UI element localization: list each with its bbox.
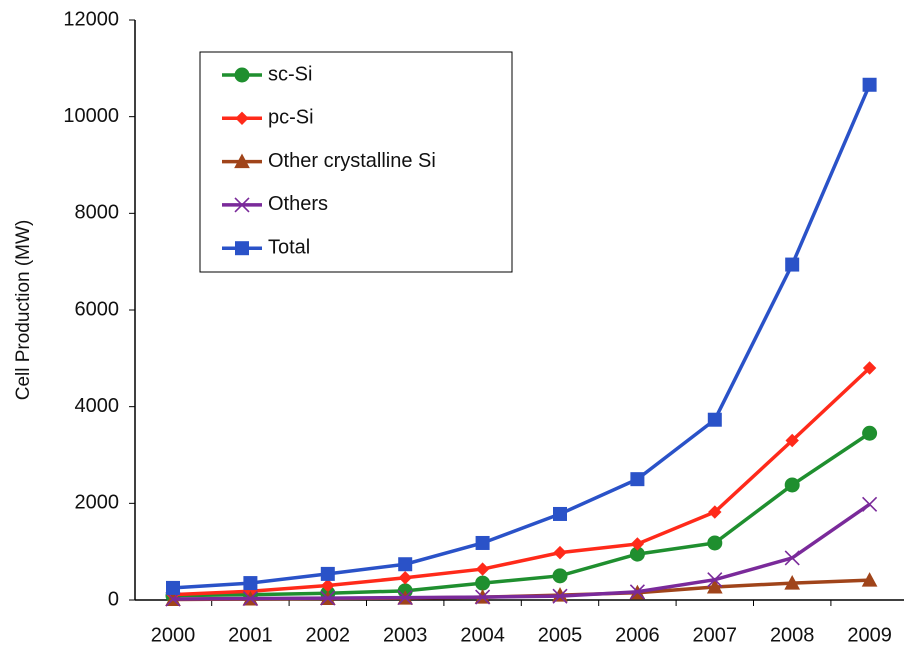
point	[862, 361, 877, 375]
point	[784, 575, 801, 590]
point	[630, 472, 645, 487]
x-tick-label: 2002	[306, 624, 351, 646]
point	[475, 562, 490, 576]
point	[475, 589, 491, 605]
legend-label: pc-Si	[268, 107, 314, 129]
point	[475, 535, 490, 550]
series-line	[172, 431, 871, 598]
y-tick-label: 8000	[75, 202, 120, 224]
point	[630, 537, 645, 551]
y-tick-label: 4000	[75, 395, 120, 417]
point	[707, 412, 722, 427]
legend-marker	[234, 197, 250, 213]
y-tick-label: 2000	[75, 492, 120, 514]
y-axis-label: Cell Production (MW)	[13, 220, 34, 401]
point	[242, 590, 258, 607]
point	[553, 506, 567, 521]
x-tick-label: 2001	[228, 624, 273, 646]
point	[552, 568, 568, 584]
point	[552, 588, 568, 604]
point	[861, 572, 878, 587]
point	[785, 257, 800, 272]
y-tick-label: 12000	[63, 8, 119, 30]
x-tick-label: 2009	[847, 624, 892, 646]
point	[243, 576, 258, 591]
legend-marker	[234, 67, 250, 83]
legend-label: Other crystalline Si	[268, 150, 436, 172]
point	[398, 571, 412, 585]
point	[707, 535, 723, 551]
point	[629, 584, 645, 600]
legend-marker	[235, 241, 249, 256]
x-tick-label: 2000	[151, 624, 196, 646]
x-tick-label: 2004	[460, 624, 505, 646]
point	[708, 505, 722, 519]
point	[784, 550, 800, 566]
legend-marker	[235, 111, 249, 126]
y-tick-label: 10000	[63, 105, 119, 127]
point	[784, 477, 800, 493]
point	[320, 590, 336, 606]
point	[785, 433, 799, 448]
legend-marker	[234, 153, 250, 169]
x-tick-label: 2005	[538, 624, 583, 646]
x-tick-label: 2008	[770, 624, 815, 646]
point	[398, 557, 413, 572]
point	[475, 575, 491, 591]
point	[707, 572, 723, 588]
point	[706, 578, 723, 594]
series-line	[172, 502, 871, 601]
series-line	[172, 84, 872, 590]
legend-label: Others	[268, 193, 328, 215]
point	[397, 590, 413, 606]
point	[553, 545, 567, 560]
legend-label: Total	[268, 236, 310, 258]
series-line	[172, 366, 871, 597]
point	[320, 566, 335, 581]
point	[862, 425, 878, 441]
y-tick-label: 0	[108, 588, 119, 610]
y-tick-label: 6000	[75, 298, 120, 320]
x-tick-label: 2007	[693, 624, 738, 646]
legend-label: sc-Si	[268, 63, 312, 85]
point	[166, 580, 180, 595]
point	[862, 77, 877, 92]
point	[862, 496, 878, 512]
x-tick-label: 2006	[615, 624, 660, 646]
x-tick-label: 2003	[383, 624, 428, 646]
